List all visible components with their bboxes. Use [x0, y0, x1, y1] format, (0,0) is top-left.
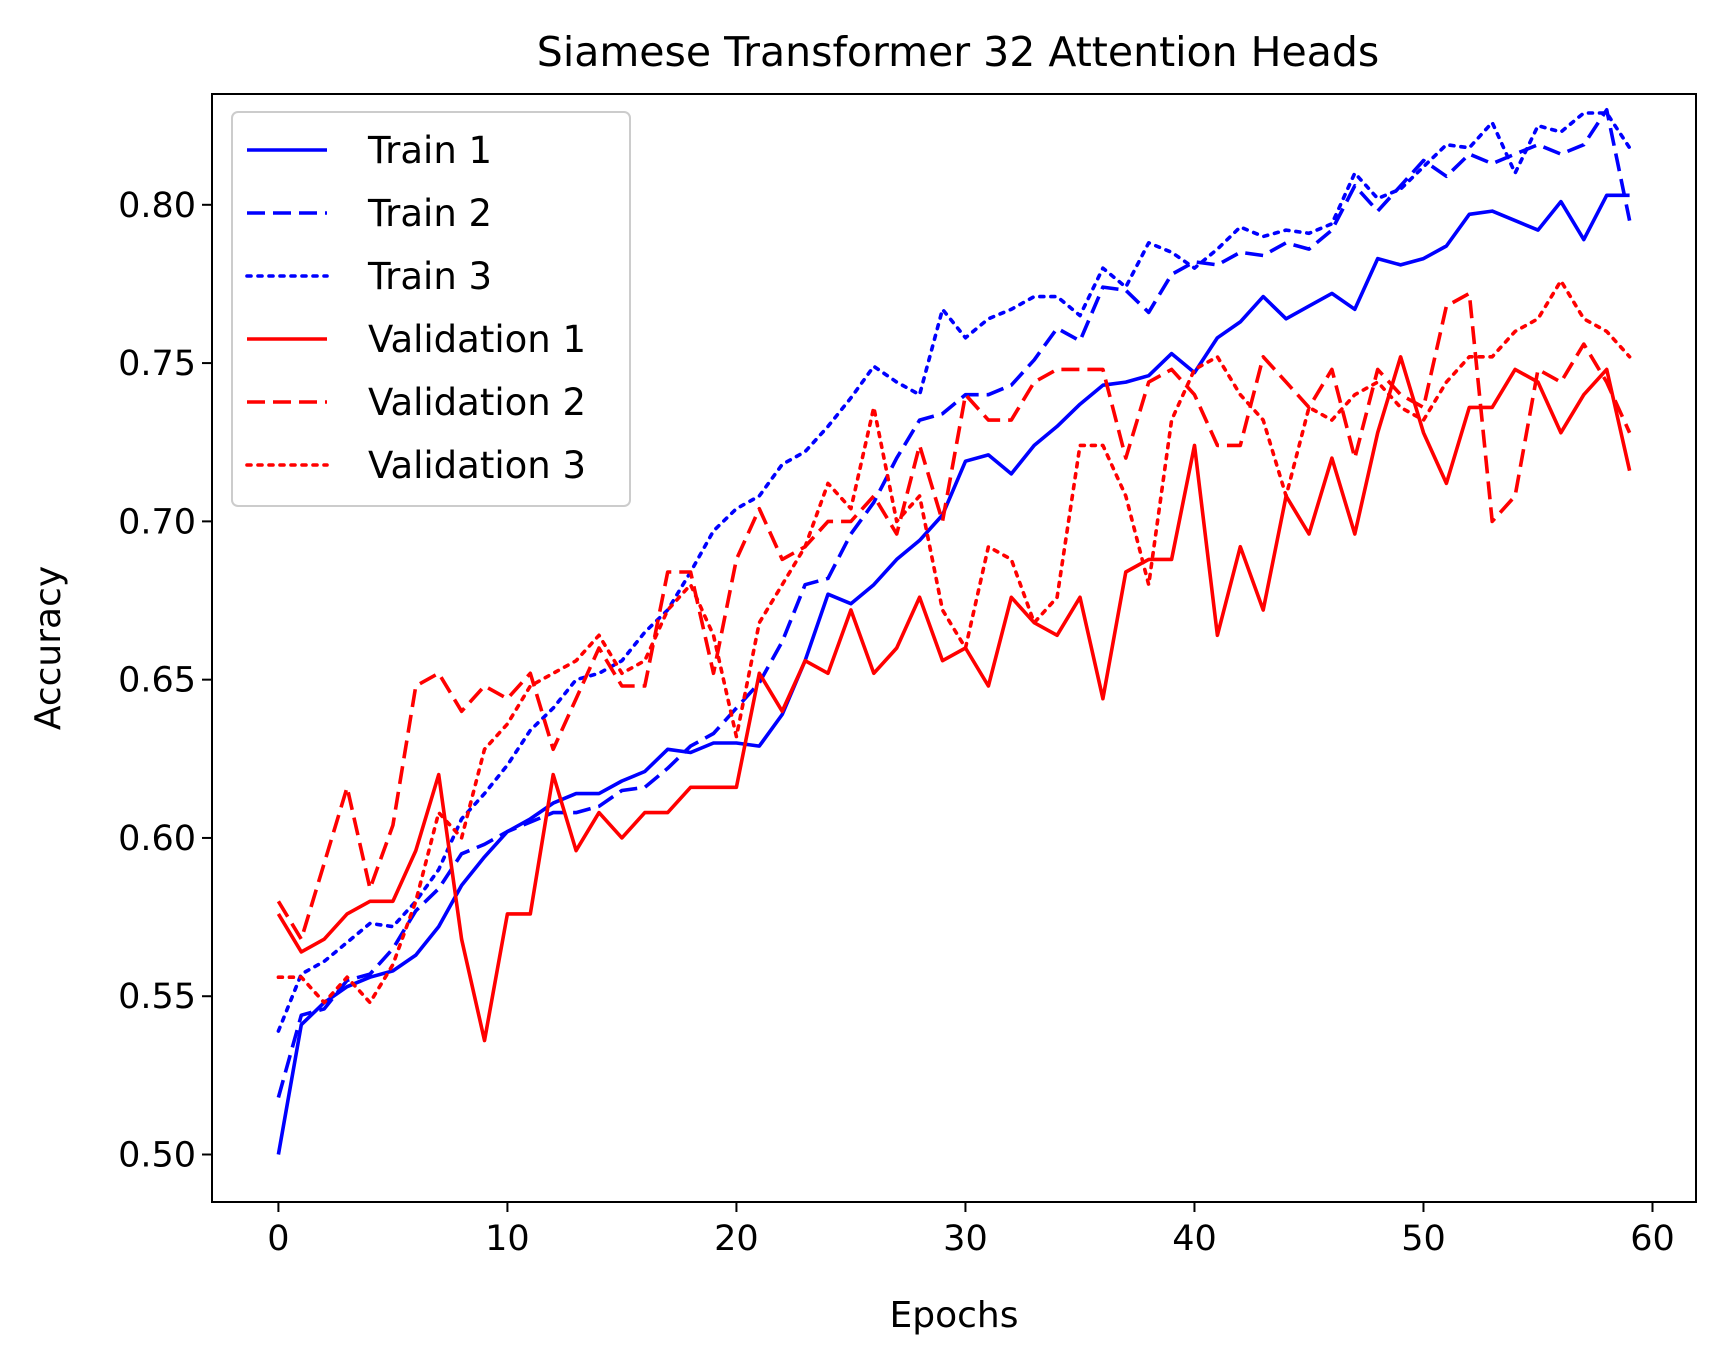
- y-tick-label: 0.75: [118, 344, 196, 384]
- y-tick-label: 0.80: [118, 186, 196, 226]
- x-axis-label: Epochs: [890, 1295, 1019, 1336]
- y-tick-label: 0.50: [118, 1136, 196, 1176]
- series-line-4: [276, 354, 1632, 1043]
- series-line-1: [276, 193, 1630, 1155]
- legend: Train 1 Train 2 Train 3 Validation 1 Validat…: [231, 111, 631, 507]
- legend-label-5: Validation 2: [368, 381, 586, 424]
- series-line-6: [276, 278, 1632, 1005]
- series-line-3: [276, 111, 1632, 1033]
- x-tick-label: 10: [485, 1219, 530, 1259]
- legend-label-6: Validation 3: [368, 444, 586, 487]
- x-tick-label: 0: [267, 1219, 289, 1259]
- series-line-5: [276, 291, 1632, 942]
- y-axis-label: Accuracy: [28, 566, 69, 730]
- legend-label-2: Train 2: [367, 192, 492, 235]
- x-tick-label: 20: [714, 1219, 759, 1259]
- x-tick-label: 40: [1172, 1219, 1217, 1259]
- x-axis: 0 10 20 30 40 50 60: [267, 1202, 1675, 1259]
- y-tick-label: 0.70: [118, 502, 196, 542]
- legend-label-1: Train 1: [367, 129, 492, 172]
- x-tick-label: 50: [1401, 1219, 1446, 1259]
- plot-area: [276, 108, 1632, 1155]
- plot-frame: [211, 93, 1697, 1203]
- y-tick-label: 0.65: [118, 661, 196, 701]
- y-tick-label: 0.55: [118, 977, 196, 1017]
- legend-label-4: Validation 1: [368, 318, 586, 361]
- chart-title: Siamese Transformer 32 Attention Heads: [537, 28, 1379, 76]
- y-axis: 0.50 0.55 0.60 0.65 0.70 0.75 0.80: [118, 186, 212, 1176]
- series-line-2: [276, 108, 1632, 1098]
- x-tick-label: 60: [1630, 1219, 1675, 1259]
- legend-box: [231, 111, 631, 507]
- legend-label-3: Train 3: [367, 255, 492, 298]
- x-tick-label: 30: [943, 1219, 988, 1259]
- y-tick-label: 0.60: [118, 819, 196, 859]
